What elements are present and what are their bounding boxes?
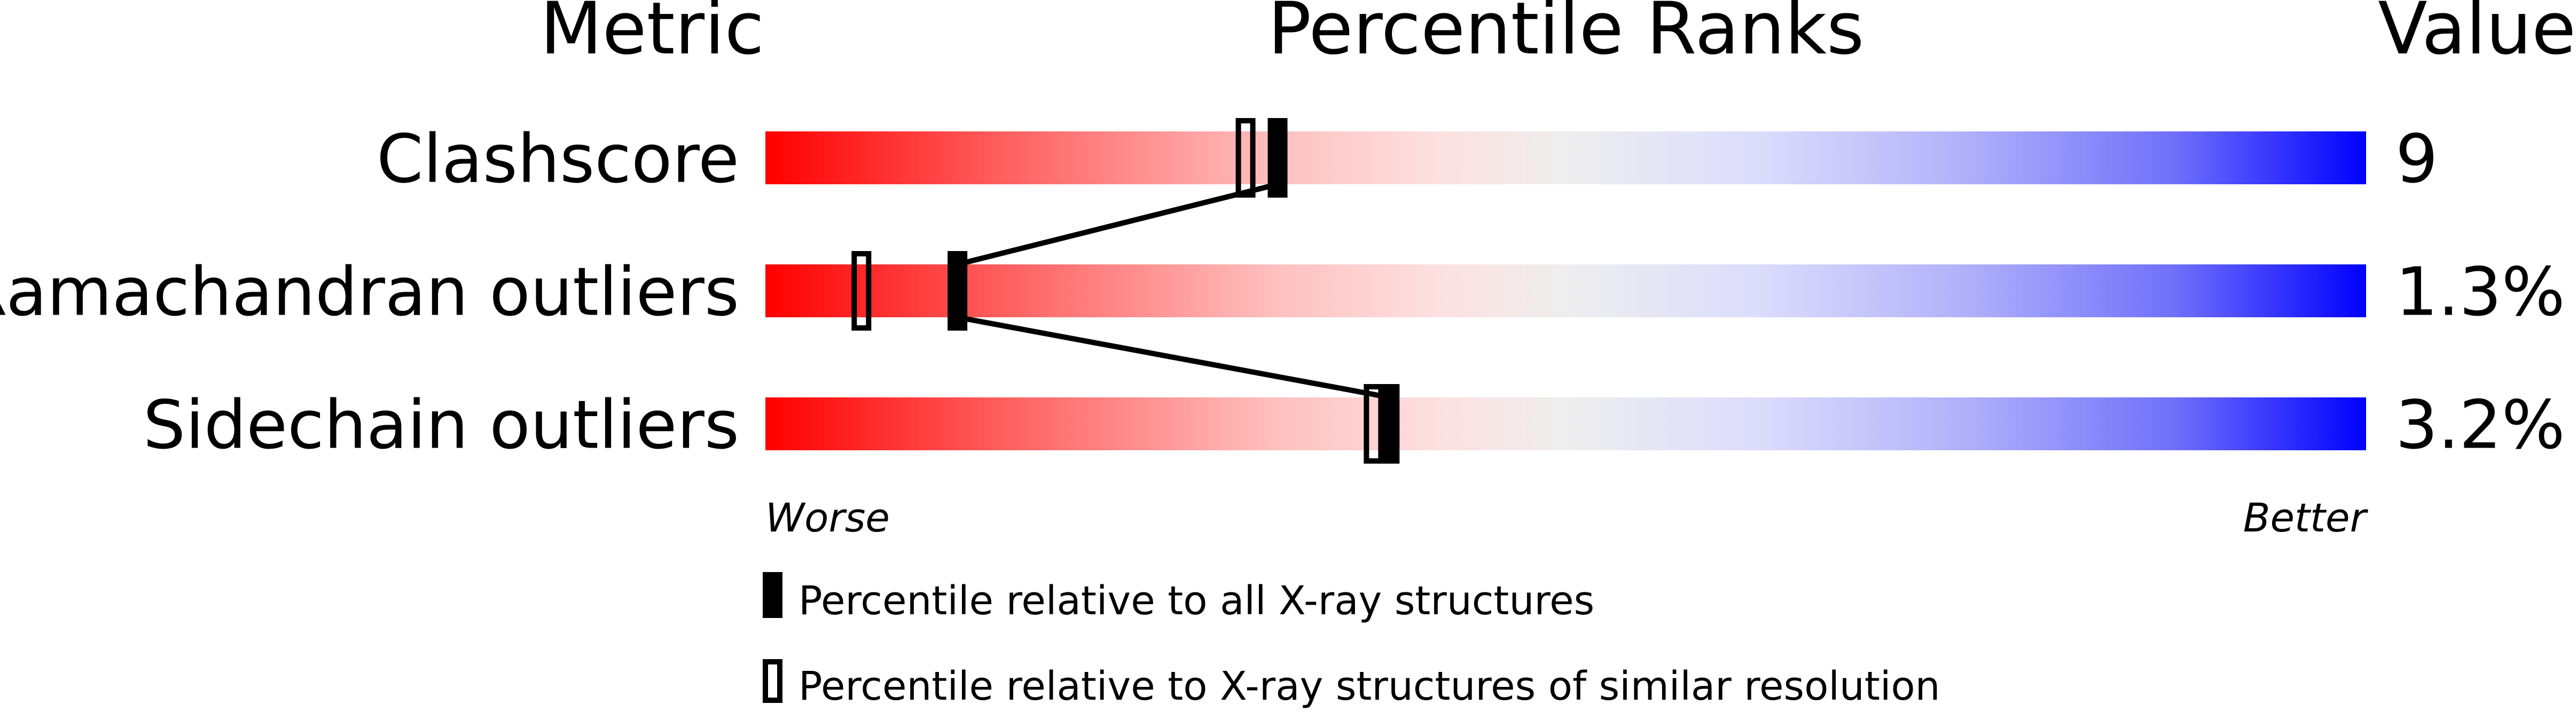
worse-label: Worse — [765, 495, 890, 541]
metric-label: Ramachandran outliers — [0, 254, 739, 331]
legend-all-label: Percentile relative to all X-ray structu… — [798, 578, 1594, 624]
header-percentile-ranks: Percentile Ranks — [1268, 0, 1865, 71]
percentile-bar — [765, 264, 2366, 317]
metric-value: 1.3% — [2395, 254, 2565, 331]
metric-value: 3.2% — [2395, 387, 2565, 464]
legend-open-marker-icon — [763, 659, 782, 703]
legend-filled-marker-icon — [763, 572, 782, 618]
better-label: Better — [2243, 495, 2369, 541]
similar-resolution-marker — [851, 251, 872, 331]
metric-label: Sidechain outliers — [143, 387, 739, 464]
legend-similar-label: Percentile relative to X-ray structures … — [798, 663, 1940, 709]
metric-value: 9 — [2395, 121, 2438, 198]
percentile-bar — [765, 397, 2366, 450]
percentile-bar — [765, 131, 2366, 184]
header-value: Value — [2378, 0, 2576, 71]
connector-line — [957, 182, 1279, 267]
header-metric: Metric — [540, 0, 764, 71]
metric-label: Clashscore — [377, 121, 739, 198]
connector-line — [957, 315, 1390, 400]
